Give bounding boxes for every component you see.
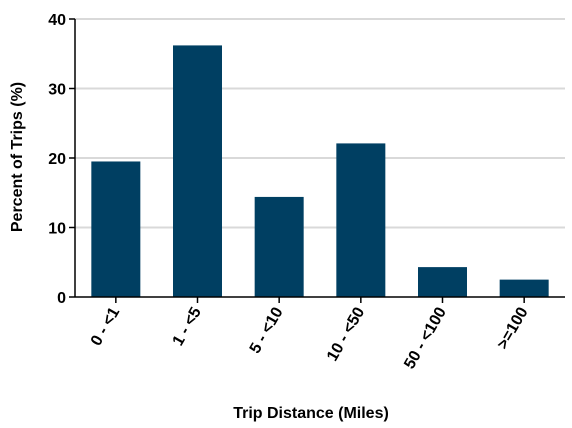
bar xyxy=(336,143,386,297)
bar xyxy=(254,196,304,297)
y-tick-label: 30 xyxy=(48,82,66,99)
bars xyxy=(91,45,549,297)
y-tick-label: 20 xyxy=(48,151,66,168)
gridlines xyxy=(75,18,565,229)
bar xyxy=(418,267,467,297)
x-tick-label: 10 - <50 xyxy=(324,304,368,364)
x-tick-label: 50 - <100 xyxy=(401,304,450,372)
bar xyxy=(173,45,222,297)
bar xyxy=(499,279,549,297)
x-axis-title: Trip Distance (Miles) xyxy=(233,405,389,422)
y-tick-label: 40 xyxy=(48,12,66,29)
y-tick-label: 0 xyxy=(57,290,66,307)
bar xyxy=(91,161,141,297)
y-tick-labels: 0 10 20 30 40 xyxy=(48,12,66,307)
x-tick-label: >=100 xyxy=(494,304,531,352)
axes xyxy=(69,18,565,303)
x-tick-label: 1 - <5 xyxy=(170,304,205,348)
x-tick-labels: 0 - <1 1 - <5 5 - <10 10 - <50 50 - <100 >=10… xyxy=(88,304,532,372)
x-tick-label: 0 - <1 xyxy=(88,304,123,348)
y-tick-label: 10 xyxy=(48,221,66,238)
y-axis-title: Percent of Trips (%) xyxy=(9,82,26,232)
x-tick-label: 5 - <10 xyxy=(247,304,287,356)
